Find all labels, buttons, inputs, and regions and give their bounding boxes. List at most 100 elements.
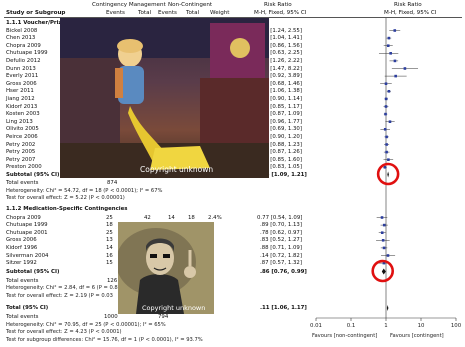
forest-tick-label: 0.01	[310, 323, 322, 329]
study-effect-square	[389, 52, 392, 55]
study-effect-square	[385, 143, 388, 146]
group2-title: 1.1.2 Medication-Specific Contingencies	[6, 206, 128, 212]
total-ci: .11 [1.06, 1.17]	[260, 305, 307, 311]
study-risk-ratio-ci: .36 [0.63, 2.25]	[260, 50, 302, 57]
favours-right-label: Favours [contingent]	[390, 333, 444, 339]
study-risk-ratio-ci: .14 [0.72, 1.82]	[260, 252, 302, 259]
header-divider	[4, 17, 462, 18]
study-effect-square	[382, 246, 386, 250]
overlay-photo-villain-art: Copyright unknown	[118, 222, 214, 314]
study-risk-ratio-ci: .83 [0.52, 1.27]	[260, 237, 302, 244]
study-name: Petry 2007	[6, 156, 36, 163]
study-effect-square	[382, 223, 386, 227]
study-risk-ratio-ci: .01 [0.90, 1.14]	[260, 95, 302, 102]
study-risk-ratio-ci: .16 [0.86, 1.56]	[260, 42, 302, 49]
study-effect-square	[383, 128, 387, 131]
header-rr-method: M-H, Fixed, 95% CI	[254, 10, 307, 16]
villain-eye-left	[150, 254, 157, 258]
study-name: Defulio 2012	[6, 57, 41, 64]
photo-machine-left	[60, 58, 120, 148]
study-name: Gross 2006	[6, 237, 37, 244]
highlight-circle-subtotal-2	[371, 259, 395, 283]
study-name: Petry 2002	[6, 141, 36, 148]
header-group2: Non-Contingent	[168, 2, 213, 8]
study-risk-ratio-ci: .00 [0.85, 1.17]	[260, 103, 302, 110]
study-events: 13	[106, 237, 113, 244]
study-events: 18	[106, 222, 113, 229]
study-effect-square	[384, 105, 388, 108]
study-name: Jiang 2012	[6, 95, 35, 102]
highlight-circle-subtotal-1	[376, 162, 400, 186]
group2-total-events-label: Total events	[6, 278, 39, 284]
study-effect-square	[384, 112, 387, 116]
study-risk-ratio-ci: .47 [1.47, 8.22]	[260, 65, 302, 72]
study-effect-square	[386, 44, 390, 47]
study-name: Kosten 2003	[6, 111, 40, 118]
study-effect-square	[380, 231, 384, 234]
subtotal-diamond	[387, 171, 389, 178]
total-subgroup-differences: Test for subgroup differences: Chi² = 15…	[6, 336, 203, 343]
group1-overall-effect: Test for overall effect: Z = 5.22 (P < 0…	[6, 195, 125, 201]
group1-title: 1.1.1 Voucher/Prize Contingencies	[6, 19, 111, 26]
study-risk-ratio-ci: .89 [0.92, 3.89]	[260, 73, 302, 80]
group1-total-events1: 874	[107, 180, 118, 186]
header-events2: Events	[158, 10, 177, 16]
study-name: Sitzer 1992	[6, 260, 37, 267]
photo-ticket-pile	[150, 146, 210, 170]
study-effect-square	[383, 166, 387, 169]
overlay-photo-villain-caption: Copyright unknown	[142, 304, 205, 312]
study-name: Kidorf 1996	[6, 244, 38, 251]
group2-subtotal-ci: .86 [0.76, 0.99]	[260, 269, 307, 275]
study-name: Preston 2000	[6, 164, 42, 171]
header-plot-method: M-H, Fixed, 95% CI	[384, 10, 437, 16]
study-effect-square	[387, 158, 390, 161]
group2-row1-weight: 2.4%	[208, 214, 222, 221]
study-name: Chutuape 1999	[6, 222, 48, 229]
photo-light	[230, 38, 250, 58]
total-overall-effect: Test for overall effect: Z = 4.23 (P < 0…	[6, 329, 122, 335]
study-events: 16	[106, 252, 113, 259]
study-risk-ratio-ci: .87 [0.57, 1.32]	[260, 260, 302, 267]
study-effect-square	[386, 254, 390, 257]
group2-total-events1: 126	[107, 278, 118, 284]
study-name: Chopra 2009	[6, 214, 41, 221]
study-risk-ratio-ci: .04 [0.90, 1.20]	[260, 133, 302, 140]
study-effect-square	[381, 239, 385, 242]
study-effect-square	[388, 120, 392, 123]
study-name: Chopra 2009	[6, 42, 41, 49]
study-name: Chen 2013	[6, 35, 36, 42]
study-name: Chutuape 1999	[6, 50, 48, 57]
header-rr: Risk Ratio	[264, 2, 292, 8]
villain-hand	[184, 266, 196, 278]
group1-total-events-label: Total events	[6, 180, 39, 186]
favours-left-label: Favours [non-contingent]	[312, 333, 378, 339]
overlay-photo-child-art: Copyright unknown	[60, 18, 269, 178]
header-study: Study or Subgroup	[6, 10, 66, 16]
study-effect-square	[380, 216, 384, 219]
forest-tick-label: 10	[418, 323, 425, 329]
forest-tick-label: 0.1	[347, 323, 356, 329]
study-name: Hser 2011	[6, 88, 34, 95]
study-effect-square	[385, 150, 388, 154]
study-effect-square	[384, 82, 388, 85]
forest-axis-group: 0.01 0.1 1 10 100	[310, 18, 462, 329]
photo-child-body	[118, 66, 144, 104]
total-events2: 794	[158, 314, 169, 320]
overlay-photo-child: Copyright unknown	[60, 18, 269, 178]
villain-coat	[136, 274, 184, 314]
study-risk-ratio-ci: .00 [0.68, 1.46]	[260, 80, 302, 87]
header-events1: Events	[106, 10, 125, 16]
overlay-photo-villain: Copyright unknown	[118, 222, 214, 314]
group1-subtotal-label: Subtotal (95% CI)	[6, 172, 60, 178]
forest-tick-label: 1	[384, 323, 387, 329]
study-effect-square	[394, 74, 397, 78]
study-risk-ratio-ci: .89 [0.70, 1.13]	[260, 222, 302, 229]
study-risk-ratio-ci: .93 [0.83, 1.05]	[260, 164, 302, 171]
header-weight: Weight	[210, 10, 230, 16]
villain-head	[146, 241, 174, 275]
group2-row1-total2: 18	[188, 214, 195, 221]
group1-subtotal-ci: .15 [1.09, 1.21]	[260, 172, 307, 178]
study-effect-square	[403, 67, 407, 70]
study-name: Petry 2005	[6, 149, 36, 156]
study-name: Dunn 2013	[6, 65, 36, 72]
